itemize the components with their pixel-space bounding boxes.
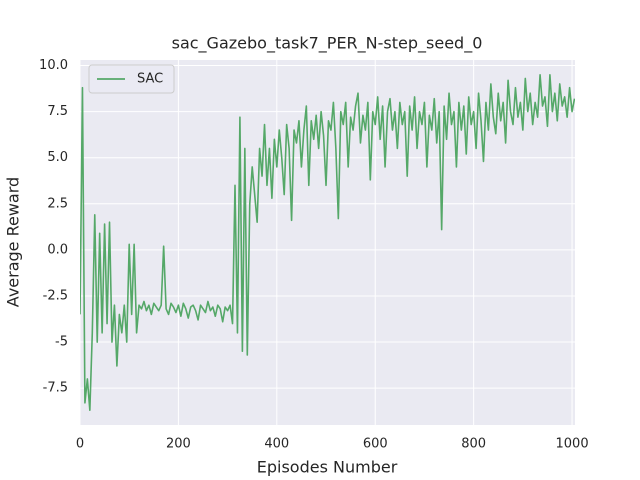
legend-box (88, 64, 175, 94)
x-tick-label: 200 (166, 437, 191, 452)
x-tick-label: 400 (264, 437, 289, 452)
legend-label: SAC (137, 72, 163, 87)
x-tick-label: 0 (76, 437, 84, 452)
y-tick-label: -2.5 (43, 288, 68, 303)
x-axis-label: Episodes Number (257, 458, 398, 477)
x-tick-label: 600 (363, 437, 388, 452)
y-tick-label: -7.5 (43, 381, 68, 396)
y-axis-label: Average Reward (4, 177, 23, 307)
data-line (80, 73, 575, 412)
x-tick-label: 1000 (556, 437, 589, 452)
y-tick-label: 5.0 (47, 150, 68, 165)
x-tick-label: 800 (461, 437, 486, 452)
y-tick-label: -5 (55, 335, 68, 350)
plot-area (80, 60, 575, 425)
chart-title: sac_Gazebo_task7_PER_N-step_seed_0 (172, 34, 483, 54)
y-tick-label: 10.0 (39, 58, 68, 73)
y-tick-label: 0.0 (47, 242, 68, 257)
y-tick-label: 7.5 (47, 104, 68, 119)
y-tick-label: 2.5 (47, 196, 68, 211)
